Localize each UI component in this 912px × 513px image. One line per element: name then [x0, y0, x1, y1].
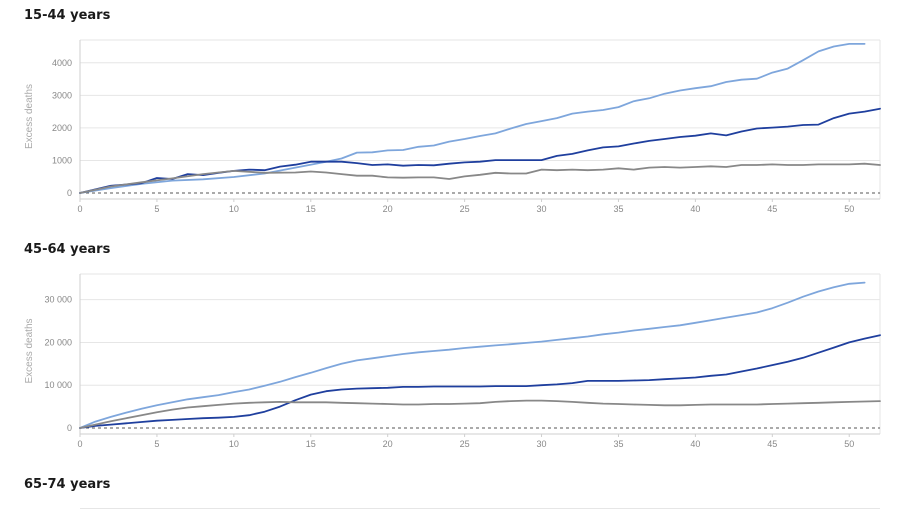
y-axis-label: Excess deaths [24, 318, 35, 383]
chart-1-title: 15-44 years [24, 8, 111, 23]
series-line-1 [79, 281, 866, 429]
x-tick-label: 50 [844, 204, 854, 214]
chart-2-plot: 0 10 000 20 000 30 000 0 5 10 15 20 25 30 35 40 45 50 E… [24, 273, 881, 449]
x-tick-label: 35 [613, 204, 623, 214]
y-tick-label: 3000 [52, 90, 72, 100]
x-tick-label: 35 [613, 439, 623, 449]
y-tick-label: 0 [67, 423, 72, 433]
x-tick-label: 30 [537, 204, 547, 214]
x-tick-label: 5 [154, 204, 159, 214]
y-tick-label: 30 000 [44, 295, 72, 305]
series-line-1 [79, 42, 866, 194]
x-tick-label: 30 [537, 439, 547, 449]
series-line-2 [79, 107, 881, 194]
series-line-3 [79, 399, 881, 429]
x-tick-label: 40 [690, 204, 700, 214]
x-tick-label: 10 [229, 204, 239, 214]
x-tick-label: 15 [306, 204, 316, 214]
y-tick-label: 0 [67, 188, 72, 198]
x-tick-label: 40 [690, 439, 700, 449]
series-line-2 [79, 334, 881, 429]
y-tick-label: 1000 [52, 155, 72, 165]
y-tick-label: 2000 [52, 123, 72, 133]
y-axis-label: Excess deaths [24, 84, 35, 149]
chart-1-plot: 0 1000 2000 3000 4000 0 5 10 15 20 25 30 35 40 45 50 Exc… [24, 39, 881, 214]
x-tick-label: 5 [154, 439, 159, 449]
x-tick-label: 45 [767, 439, 777, 449]
chart-3-top-border [80, 508, 880, 509]
y-tick-label: 4000 [52, 58, 72, 68]
series-line-3 [79, 162, 881, 194]
y-tick-label: 20 000 [44, 337, 72, 347]
x-tick-label: 25 [460, 204, 470, 214]
x-tick-label: 45 [767, 204, 777, 214]
x-tick-label: 20 [383, 439, 393, 449]
x-tick-label: 0 [77, 439, 82, 449]
x-tick-label: 15 [306, 439, 316, 449]
x-tick-label: 25 [460, 439, 470, 449]
y-tick-label: 10 000 [44, 380, 72, 390]
chart-2-title: 45-64 years [24, 242, 111, 257]
chart-3-title: 65-74 years [24, 477, 111, 492]
x-tick-label: 50 [844, 439, 854, 449]
x-tick-label: 10 [229, 439, 239, 449]
x-tick-label: 20 [383, 204, 393, 214]
x-tick-label: 0 [77, 204, 82, 214]
